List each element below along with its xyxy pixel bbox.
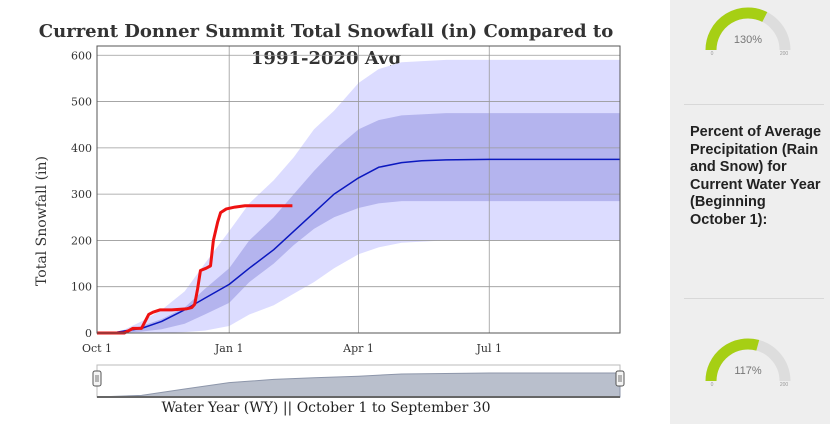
x-tick-label: Jul 1: [475, 342, 502, 355]
precipitation-percent-gauge: 117% 0 200: [700, 333, 800, 391]
y-tick-label: 0: [85, 327, 92, 340]
snowfall-percent-gauge: 130% 0 200: [700, 2, 800, 60]
x-tick-label: Oct 1: [82, 342, 112, 355]
y-tick-label: 200: [71, 234, 92, 247]
x-axis-caption: Water Year (WY) || October 1 to Septembe…: [161, 400, 491, 416]
navigator-left-handle[interactable]: [92, 370, 102, 387]
y-tick-label: 300: [71, 188, 92, 201]
y-axis-label: Total Snowfall (in): [34, 156, 50, 286]
series-line-average: [96, 158, 620, 334]
y-tick-label: 400: [71, 142, 92, 155]
gauge-value: 130%: [734, 34, 762, 46]
gauge-max-label: 200: [780, 51, 789, 57]
x-tick-label: Jan 1: [214, 342, 244, 355]
x-tick-label: Apr 1: [342, 342, 374, 355]
sidebar-divider: [684, 104, 824, 105]
series-line-current: [97, 204, 293, 335]
gauge-fill: [705, 7, 768, 51]
sidebar-divider: [684, 298, 824, 299]
navigator-right-handle[interactable]: [615, 370, 625, 387]
chart-title-line-1: Current Donner Summit Total Snowfall (in…: [39, 21, 613, 42]
gauge-min-label: 0: [711, 51, 714, 57]
y-tick-label: 100: [71, 281, 92, 294]
snowfall-chart: Current Donner Summit Total Snowfall (in…: [34, 21, 625, 398]
gauge-max-label: 200: [780, 382, 789, 388]
y-tick-label: 600: [71, 49, 92, 62]
snowfall-chart-panel: Current Donner Summit Total Snowfall (in…: [34, 21, 625, 416]
chart-title-line-2: 1991-2020 Avg: [251, 48, 402, 69]
gauge-fill: [705, 338, 760, 382]
precipitation-title: Percent of Average Precipitation (Rain a…: [690, 124, 822, 228]
plot-frame: [96, 45, 621, 334]
gauge-value: 117%: [734, 365, 762, 377]
sidebar: 130% 0 200 Percent of Average Precipitat…: [670, 0, 830, 424]
y-tick-label: 500: [71, 96, 92, 109]
gauge-min-label: 0: [711, 382, 714, 388]
